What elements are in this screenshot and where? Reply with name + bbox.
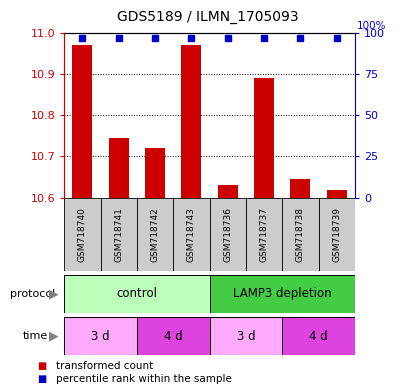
Text: GDS5189 / ILMN_1705093: GDS5189 / ILMN_1705093	[117, 10, 298, 23]
Bar	[327, 189, 347, 198]
Text: LAMP3 depletion: LAMP3 depletion	[233, 287, 332, 300]
Bar	[137, 198, 173, 271]
Text: transformed count: transformed count	[56, 361, 153, 371]
Text: 3 d: 3 d	[237, 329, 255, 343]
Bar	[109, 138, 129, 198]
Text: GSM718737: GSM718737	[259, 207, 269, 262]
Text: control: control	[117, 287, 157, 300]
Text: ▶: ▶	[49, 329, 59, 343]
Bar	[181, 45, 201, 198]
Text: ■: ■	[37, 361, 46, 371]
Bar	[173, 198, 210, 271]
Text: GSM718741: GSM718741	[114, 207, 123, 262]
Text: GSM718739: GSM718739	[332, 207, 341, 262]
Text: GSM718743: GSM718743	[187, 207, 196, 262]
Bar	[137, 317, 210, 355]
Bar	[210, 198, 246, 271]
Bar	[64, 275, 210, 313]
Text: GSM718740: GSM718740	[78, 207, 87, 262]
Bar	[246, 198, 282, 271]
Bar	[254, 78, 274, 198]
Text: 3 d: 3 d	[91, 329, 110, 343]
Text: protocol: protocol	[10, 289, 56, 299]
Text: percentile rank within the sample: percentile rank within the sample	[56, 374, 232, 384]
Bar	[64, 198, 101, 271]
Bar	[210, 275, 355, 313]
Text: 4 d: 4 d	[309, 329, 328, 343]
Bar	[210, 317, 282, 355]
Bar	[282, 317, 355, 355]
Text: GSM718738: GSM718738	[296, 207, 305, 262]
Bar	[319, 198, 355, 271]
Bar	[145, 148, 165, 198]
Text: GSM718742: GSM718742	[151, 207, 160, 262]
Text: ■: ■	[37, 374, 46, 384]
Bar	[290, 179, 310, 198]
Bar	[101, 198, 137, 271]
Bar	[218, 185, 238, 198]
Text: 4 d: 4 d	[164, 329, 183, 343]
Text: 100%: 100%	[357, 21, 386, 31]
Bar	[73, 45, 93, 198]
Text: time: time	[23, 331, 48, 341]
Text: GSM718736: GSM718736	[223, 207, 232, 262]
Text: ▶: ▶	[49, 287, 59, 300]
Bar	[282, 198, 319, 271]
Bar	[64, 317, 137, 355]
